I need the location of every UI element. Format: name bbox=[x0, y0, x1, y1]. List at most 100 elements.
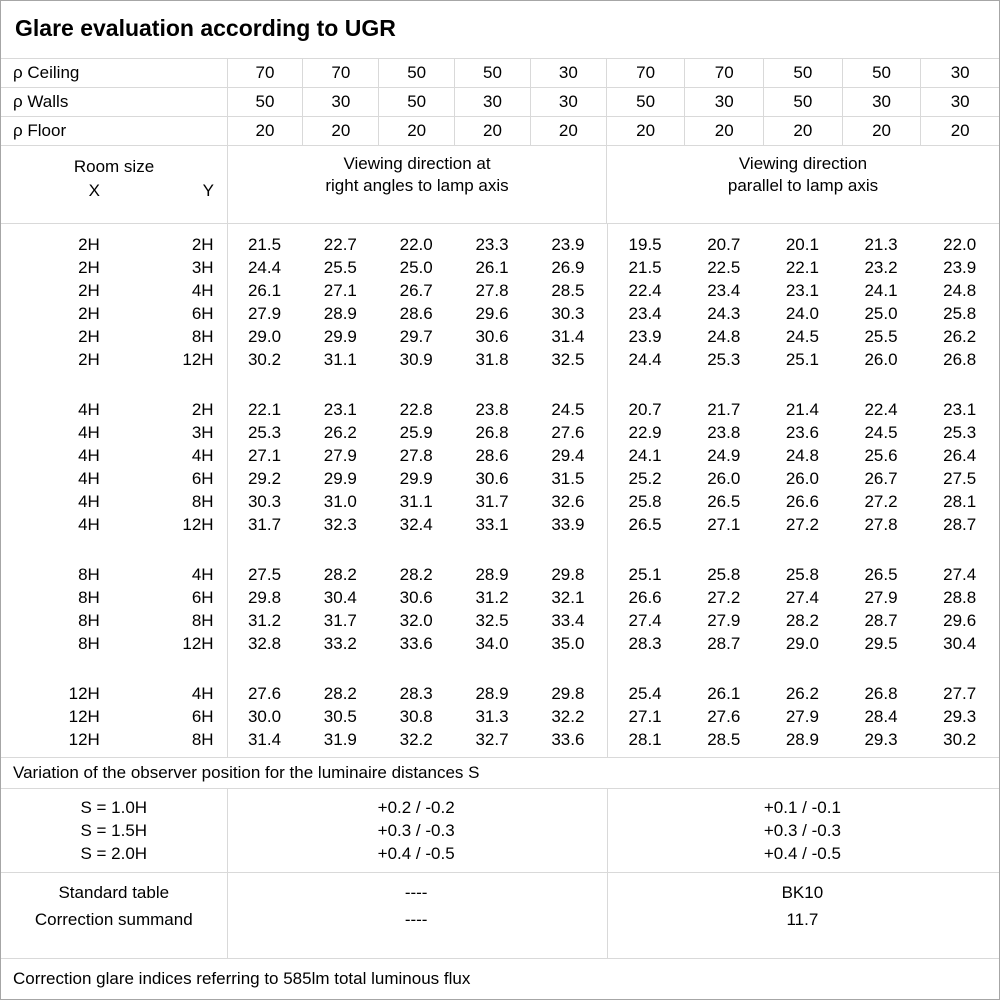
ugr-value-perpendicular: 27.1 bbox=[323, 281, 357, 300]
variation-value-parallel: +0.1 / -0.1 bbox=[763, 798, 841, 817]
ugr-value-parallel: 21.7 bbox=[707, 400, 741, 419]
ugr-value-perpendicular: 27.6 bbox=[551, 423, 585, 442]
room-size-y: 6H bbox=[191, 707, 214, 726]
x-column-header: X bbox=[88, 181, 100, 200]
ugr-value-perpendicular: 31.0 bbox=[323, 492, 357, 511]
ugr-value-perpendicular: 30.2 bbox=[247, 350, 282, 369]
summary-value-perpendicular: ---- bbox=[404, 910, 428, 929]
reflectance-value: 20 bbox=[378, 117, 454, 146]
reflectance-value: 30 bbox=[841, 88, 921, 116]
summary-value-parallel: BK10 bbox=[781, 883, 824, 902]
ugr-value-perpendicular: 29.9 bbox=[399, 469, 433, 488]
ugr-table-row: 8H 6H 29.8 30.4 30.6 31.2 32.1 26.6 27.2 27.4 27.9… bbox=[1, 586, 999, 609]
variation-value-perpendicular: +0.4 / -0.5 bbox=[377, 844, 455, 863]
room-size-y: 4H bbox=[191, 684, 214, 703]
ugr-value-perpendicular: 30.4 bbox=[323, 588, 357, 607]
ugr-table-row: 4H 12H 31.7 32.3 32.4 33.1 33.9 26.5 27.1 27.2 27.… bbox=[1, 513, 999, 536]
reflectance-value: 30 bbox=[529, 88, 606, 116]
ugr-value-perpendicular: 29.9 bbox=[323, 469, 357, 488]
room-size-block: 2H 2H 21.5 22.7 22.0 23.3 23.9 19.5 20.7 20.1 21.3… bbox=[1, 233, 999, 371]
reflectance-value: 50 bbox=[378, 88, 454, 116]
ugr-table-row: 8H 12H 32.8 33.2 33.6 34.0 35.0 28.3 28.7 29.0 29.… bbox=[1, 632, 999, 655]
ugr-value-parallel: 28.7 bbox=[707, 634, 741, 653]
reflectance-value: 20 bbox=[763, 117, 842, 146]
ugr-value-parallel: 28.7 bbox=[864, 611, 898, 630]
ugr-value-parallel: 27.9 bbox=[785, 707, 819, 726]
room-size-x: 2H bbox=[78, 327, 100, 346]
ugr-value-parallel: 26.2 bbox=[785, 684, 819, 703]
ugr-value-perpendicular: 30.9 bbox=[399, 350, 433, 369]
ugr-value-parallel: 26.8 bbox=[943, 350, 977, 369]
page-title: Glare evaluation according to UGR bbox=[15, 15, 396, 41]
ugr-value-parallel: 23.4 bbox=[707, 281, 741, 300]
ugr-value-perpendicular: 31.3 bbox=[475, 707, 509, 726]
ugr-value-perpendicular: 25.5 bbox=[323, 258, 357, 277]
reflectance-value: 30 bbox=[920, 88, 999, 116]
reflectance-value: 50 bbox=[605, 88, 685, 116]
room-size-y: 8H bbox=[191, 611, 214, 630]
ugr-value-parallel: 19.5 bbox=[628, 235, 662, 254]
ugr-value-perpendicular: 32.7 bbox=[475, 730, 509, 749]
ugr-value-parallel: 24.8 bbox=[943, 281, 977, 300]
reflectance-value: 20 bbox=[684, 117, 763, 146]
room-size-block: 8H 4H 27.5 28.2 28.2 28.9 29.8 25.1 25.8 25.8 26.5… bbox=[1, 563, 999, 655]
ugr-value-perpendicular: 27.9 bbox=[247, 304, 282, 323]
ugr-value-parallel: 29.6 bbox=[943, 611, 977, 630]
ugr-table-row: 4H 6H 29.2 29.9 29.9 30.6 31.5 25.2 26.0 26.0 26.7… bbox=[1, 467, 999, 490]
reflectance-value: 20 bbox=[841, 117, 921, 146]
ugr-value-perpendicular: 21.5 bbox=[247, 235, 282, 254]
ugr-table-row: 12H 8H 31.4 31.9 32.2 32.7 33.6 28.1 28.5 28.9 29.… bbox=[1, 728, 999, 751]
room-size-y: 3H bbox=[191, 423, 214, 442]
ugr-value-parallel: 28.9 bbox=[785, 730, 819, 749]
ugr-value-perpendicular: 33.6 bbox=[399, 634, 433, 653]
viewing-direction-parallel-header: Viewing direction parallel to lamp axis bbox=[606, 146, 999, 223]
ugr-value-perpendicular: 31.4 bbox=[247, 730, 282, 749]
column-divider bbox=[607, 224, 608, 757]
ugr-value-perpendicular: 29.8 bbox=[551, 684, 585, 703]
ugr-table-row: 12H 6H 30.0 30.5 30.8 31.3 32.2 27.1 27.6 27.9 28.… bbox=[1, 705, 999, 728]
ugr-value-parallel: 29.3 bbox=[864, 730, 898, 749]
summary-value-parallel: 11.7 bbox=[786, 910, 819, 929]
variation-note: Variation of the observer position for t… bbox=[13, 763, 480, 782]
reflectance-value: 70 bbox=[226, 59, 303, 87]
ugr-table-row: 2H 12H 30.2 31.1 30.9 31.8 32.5 24.4 25.3 25.1 26.… bbox=[1, 348, 999, 371]
ugr-value-perpendicular: 22.1 bbox=[247, 400, 282, 419]
ugr-value-parallel: 26.8 bbox=[864, 684, 898, 703]
ugr-value-parallel: 25.5 bbox=[864, 327, 898, 346]
variation-value-parallel: +0.4 / -0.5 bbox=[763, 844, 841, 863]
ugr-value-parallel: 24.8 bbox=[707, 327, 741, 346]
ugr-value-perpendicular: 26.9 bbox=[551, 258, 585, 277]
ugr-value-parallel: 26.5 bbox=[628, 515, 662, 534]
reflectance-value: 30 bbox=[684, 88, 763, 116]
room-size-x: 8H bbox=[78, 634, 100, 653]
room-size-x: 2H bbox=[78, 235, 100, 254]
ugr-value-parallel: 27.4 bbox=[943, 565, 977, 584]
column-divider bbox=[227, 224, 228, 757]
ugr-value-perpendicular: 29.8 bbox=[551, 565, 585, 584]
ugr-value-parallel: 24.5 bbox=[785, 327, 819, 346]
ugr-table-row: 12H 4H 27.6 28.2 28.3 28.9 29.8 25.4 26.1 26.2 26.… bbox=[1, 682, 999, 705]
ugr-value-perpendicular: 30.8 bbox=[399, 707, 433, 726]
ugr-value-perpendicular: 31.2 bbox=[475, 588, 509, 607]
ugr-value-perpendicular: 33.4 bbox=[551, 611, 585, 630]
variation-value-perpendicular: +0.3 / -0.3 bbox=[377, 821, 455, 840]
room-size-y: 8H bbox=[191, 730, 214, 749]
ugr-value-parallel: 29.3 bbox=[943, 707, 977, 726]
ugr-value-parallel: 23.1 bbox=[943, 400, 977, 419]
ugr-value-perpendicular: 29.6 bbox=[475, 304, 509, 323]
ugr-value-parallel: 24.1 bbox=[628, 446, 662, 465]
ugr-value-parallel: 27.9 bbox=[707, 611, 741, 630]
ugr-value-parallel: 24.5 bbox=[864, 423, 898, 442]
ugr-value-parallel: 26.0 bbox=[707, 469, 741, 488]
room-size-block: 12H 4H 27.6 28.2 28.3 28.9 29.8 25.4 26.1 26.2 26.… bbox=[1, 682, 999, 751]
ugr-value-parallel: 24.1 bbox=[864, 281, 898, 300]
ugr-value-perpendicular: 32.0 bbox=[399, 611, 433, 630]
ugr-value-perpendicular: 27.8 bbox=[475, 281, 509, 300]
ugr-value-perpendicular: 24.4 bbox=[247, 258, 282, 277]
ugr-value-parallel: 26.4 bbox=[943, 446, 977, 465]
ugr-value-parallel: 27.6 bbox=[707, 707, 741, 726]
ugr-value-perpendicular: 27.1 bbox=[247, 446, 282, 465]
reflectance-value: 50 bbox=[378, 59, 454, 87]
reflectance-label: ρ Floor bbox=[13, 121, 67, 140]
